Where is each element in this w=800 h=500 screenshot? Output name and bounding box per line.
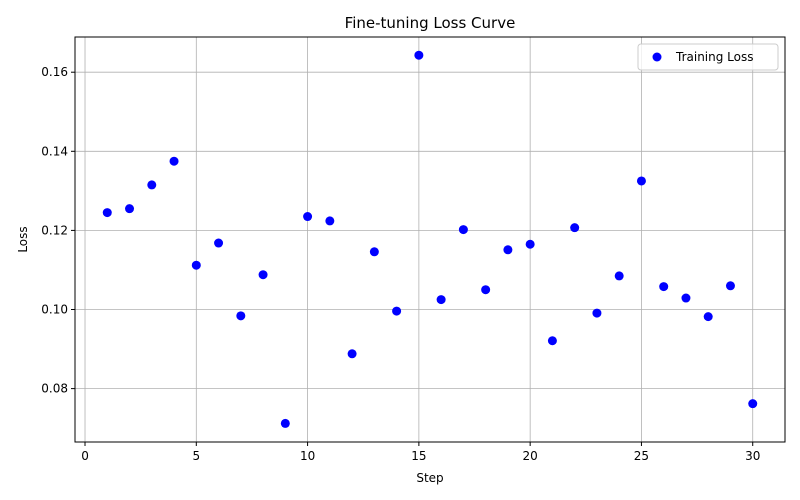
y-tick-label: 0.16	[41, 65, 68, 79]
ticks-layer: 0 5 10 15 20 25 30 0.08 0.10 0.12 0.14 0.16	[41, 65, 760, 463]
data-point	[280, 418, 290, 428]
points-layer	[102, 50, 758, 428]
legend-box	[637, 43, 779, 71]
data-point	[525, 239, 535, 249]
x-axis-label: Step	[416, 471, 443, 485]
data-point	[414, 50, 424, 60]
data-point	[458, 225, 468, 235]
data-point	[258, 270, 268, 280]
data-point	[592, 308, 602, 318]
y-tick-label: 0.12	[41, 223, 68, 237]
data-point	[547, 336, 557, 346]
x-tick-label: 20	[523, 449, 538, 463]
data-point	[614, 271, 624, 281]
data-point	[636, 176, 646, 186]
data-point	[503, 245, 513, 255]
legend-label: Training Loss	[675, 50, 753, 64]
data-point	[681, 293, 691, 303]
y-tick-label: 0.08	[41, 382, 68, 396]
data-point	[303, 212, 313, 222]
x-tick-label: 25	[634, 449, 649, 463]
data-point	[725, 281, 735, 291]
legend: Training Loss	[637, 43, 779, 71]
chart-title: Fine-tuning Loss Curve	[345, 14, 516, 32]
data-point	[392, 306, 402, 316]
y-axis-label: Loss	[16, 226, 30, 252]
data-point	[703, 312, 713, 322]
data-point	[436, 295, 446, 305]
data-point	[325, 216, 335, 226]
x-tick-label: 10	[300, 449, 315, 463]
data-point	[481, 285, 491, 295]
data-point	[659, 282, 669, 292]
data-point	[369, 247, 379, 257]
data-point	[102, 208, 112, 218]
data-point	[570, 223, 580, 233]
data-point	[191, 260, 201, 270]
x-tick-label: 15	[411, 449, 426, 463]
plot-frame	[74, 36, 786, 443]
data-point	[214, 238, 224, 248]
data-point	[236, 311, 246, 321]
x-tick-label: 5	[192, 449, 200, 463]
data-point	[347, 349, 357, 359]
grid-layer	[75, 37, 785, 442]
y-tick-label: 0.14	[41, 144, 68, 158]
data-point	[125, 204, 135, 214]
data-point	[147, 180, 157, 190]
data-point	[169, 156, 179, 166]
y-tick-label: 0.10	[41, 303, 68, 317]
x-tick-label: 30	[745, 449, 760, 463]
data-point	[748, 399, 758, 409]
x-tick-label: 0	[81, 449, 89, 463]
legend-marker	[652, 52, 662, 62]
